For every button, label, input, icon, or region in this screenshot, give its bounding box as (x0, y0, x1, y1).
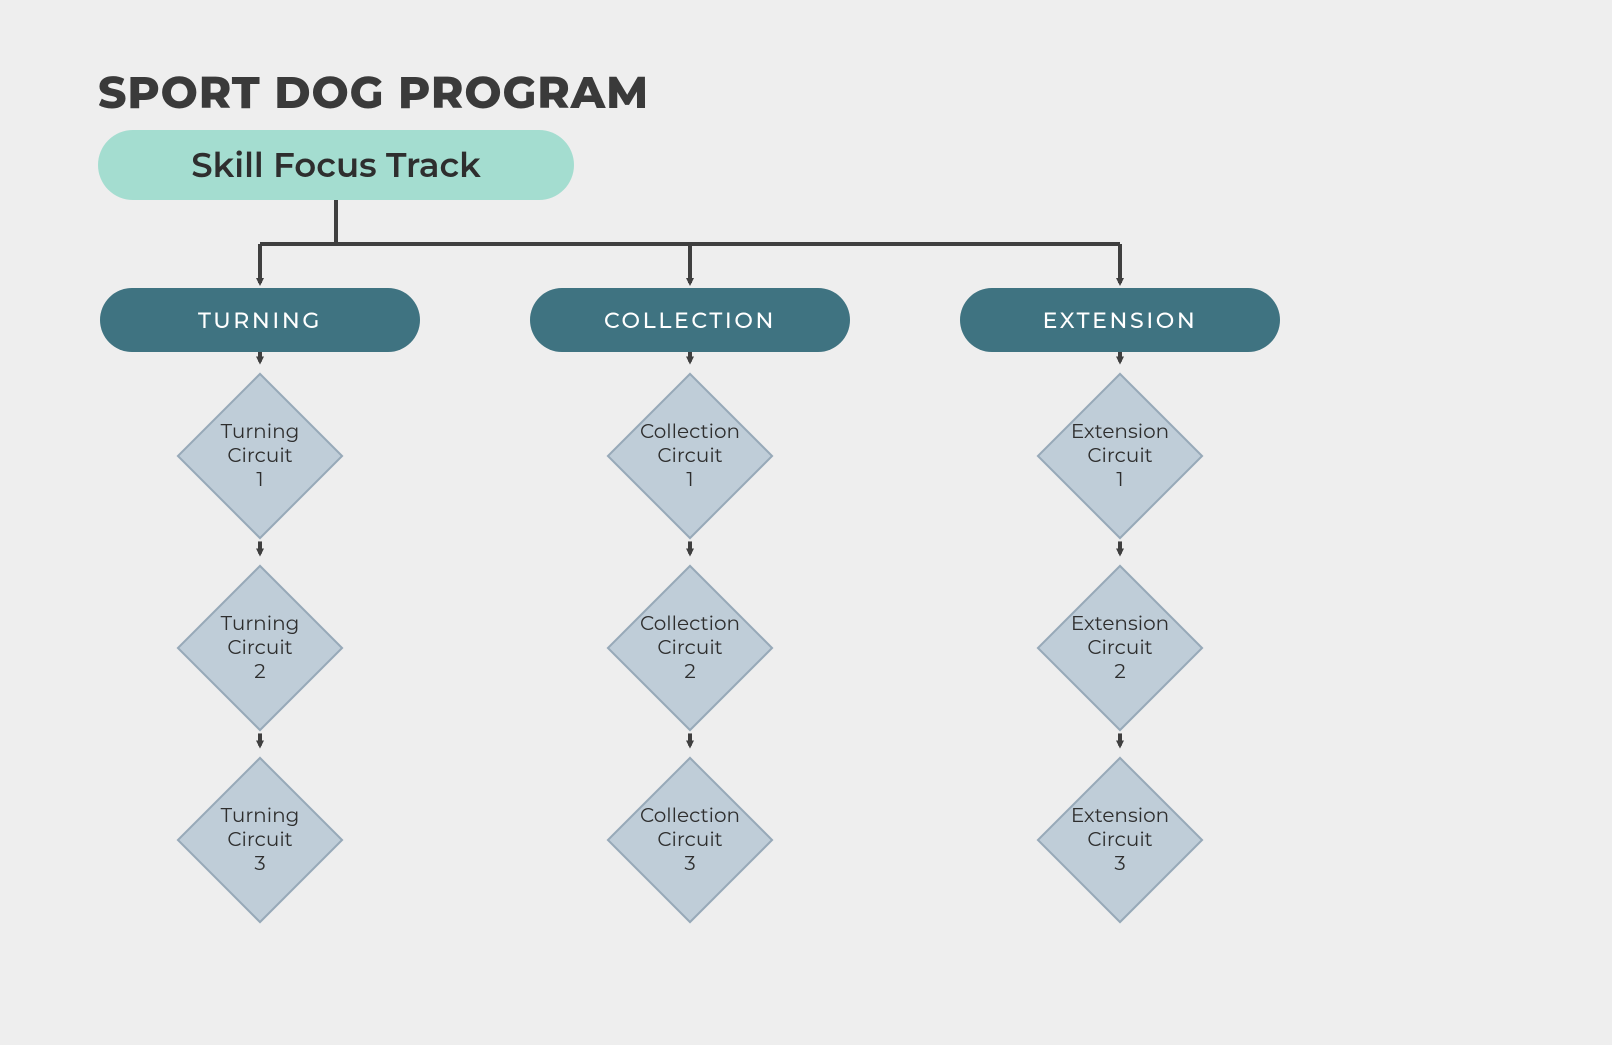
circuit-node: Turning Circuit 2 (177, 565, 344, 732)
circuit-node: Collection Circuit 3 (607, 757, 774, 924)
circuit-label: Extension Circuit 2 (1063, 591, 1177, 705)
diagram-canvas: SPORT DOG PROGRAM Skill Focus Track TURN… (0, 0, 1612, 1045)
circuit-node: Extension Circuit 2 (1037, 565, 1204, 732)
circuit-node: Extension Circuit 3 (1037, 757, 1204, 924)
circuit-label: Extension Circuit 1 (1063, 399, 1177, 513)
circuit-label: Turning Circuit 1 (203, 399, 317, 513)
category-label: TURNING (100, 307, 420, 334)
category-node-collection: COLLECTION (530, 288, 850, 352)
circuit-label: Turning Circuit 2 (203, 591, 317, 705)
circuit-label: Collection Circuit 3 (633, 783, 747, 897)
category-node-turning: TURNING (100, 288, 420, 352)
circuit-node: Collection Circuit 2 (607, 565, 774, 732)
page-title: SPORT DOG PROGRAM (98, 66, 649, 120)
category-label: EXTENSION (960, 307, 1280, 334)
circuit-node: Turning Circuit 3 (177, 757, 344, 924)
circuit-label: Turning Circuit 3 (203, 783, 317, 897)
circuit-node: Extension Circuit 1 (1037, 373, 1204, 540)
circuit-label: Collection Circuit 1 (633, 399, 747, 513)
category-label: COLLECTION (530, 307, 850, 334)
circuit-label: Collection Circuit 2 (633, 591, 747, 705)
root-node-skill-focus-track: Skill Focus Track (98, 130, 574, 200)
circuit-node: Collection Circuit 1 (607, 373, 774, 540)
circuit-node: Turning Circuit 1 (177, 373, 344, 540)
circuit-label: Extension Circuit 3 (1063, 783, 1177, 897)
root-node-label: Skill Focus Track (98, 144, 574, 186)
category-node-extension: EXTENSION (960, 288, 1280, 352)
